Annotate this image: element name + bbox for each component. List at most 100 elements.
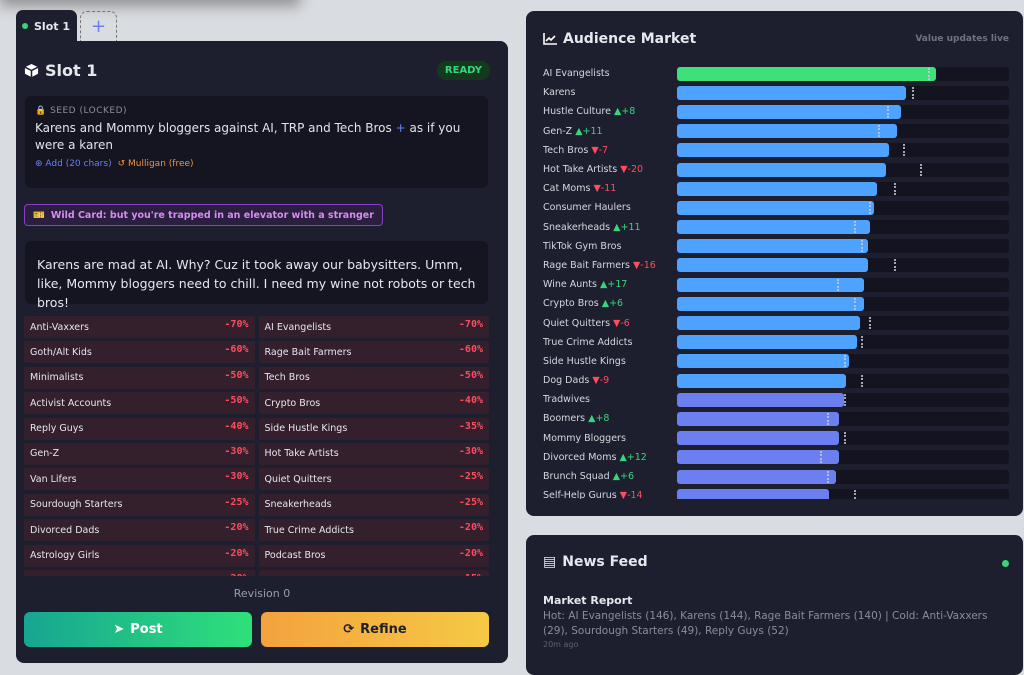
market-row[interactable]: Karens xyxy=(543,83,1009,102)
previous-value-marker xyxy=(893,259,896,272)
audience-name: Activist Accounts xyxy=(30,397,112,409)
value-bar xyxy=(677,220,870,235)
audience-name: Tech Bros xyxy=(543,144,589,156)
add-tab-button[interactable]: + xyxy=(80,11,117,41)
market-row[interactable]: Brunch Squad ▲+6 xyxy=(543,467,1009,486)
market-row-label: Tech Bros ▼-7 xyxy=(543,145,677,156)
reaction-percent: -40% xyxy=(224,420,249,432)
seed-text: Karens and Mommy bloggers against AI, TR… xyxy=(35,120,478,154)
market-row-label: Brunch Squad ▲+6 xyxy=(543,471,677,482)
reaction-percent: -70% xyxy=(458,319,483,330)
market-row-label: Wine Aunts ▲+17 xyxy=(543,279,677,290)
value-bar xyxy=(677,181,877,196)
reaction-percent: -30% xyxy=(224,471,249,483)
market-row[interactable]: Tech Bros ▼-7 xyxy=(543,141,1009,160)
delta-value: +11 xyxy=(620,221,641,233)
market-row[interactable]: Cat Moms ▼-11 xyxy=(543,179,1009,198)
delta-value: -20 xyxy=(627,164,644,176)
market-row[interactable]: Self-Help Gurus ▼-14 xyxy=(543,486,1009,499)
newspaper-icon: ▤ xyxy=(543,554,557,570)
delta-badge: ▲+11 xyxy=(613,221,641,233)
value-bar xyxy=(677,411,840,426)
mulligan-label: Mulligan (free) xyxy=(128,159,194,169)
value-bar xyxy=(677,143,890,158)
status-badge: READY xyxy=(436,61,490,80)
value-track xyxy=(677,488,1009,499)
value-bar xyxy=(677,354,850,369)
delta-badge: ▼-6 xyxy=(613,317,630,329)
value-bar xyxy=(677,66,936,81)
delta-value: -7 xyxy=(598,144,609,156)
market-row[interactable]: Divorced Moms ▲+12 xyxy=(543,448,1009,467)
audience-name: Crypto Bros xyxy=(264,397,321,409)
market-row[interactable]: Dog Dads ▼-9 xyxy=(543,371,1009,390)
market-row[interactable]: TikTok Gym Bros xyxy=(543,237,1009,256)
value-track xyxy=(677,392,1009,407)
value-track xyxy=(677,200,1009,215)
value-bar xyxy=(677,335,857,350)
seed-main: Karens and Mommy bloggers against AI, TR… xyxy=(35,121,392,135)
market-row[interactable]: Side Hustle Kings xyxy=(543,352,1009,371)
market-row[interactable]: True Crime Addicts xyxy=(543,333,1009,352)
reaction-cell: Anti-Vaxxers -70% xyxy=(24,316,255,338)
reaction-grid[interactable]: Anti-Vaxxers -70% AI Evangelists -70% Goth/A… xyxy=(24,316,489,576)
market-list[interactable]: AI Evangelists Karens Hustle Culture ▲+8… xyxy=(543,64,1009,499)
market-row[interactable]: Boomers ▲+8 xyxy=(543,409,1009,428)
market-row-label: AI Evangelists xyxy=(543,68,677,79)
delta-value: +17 xyxy=(607,279,628,291)
market-row[interactable]: Gen-Z ▲+11 xyxy=(543,122,1009,141)
value-bar xyxy=(677,488,830,499)
market-row[interactable]: Tradwives xyxy=(543,390,1009,409)
market-row[interactable]: Quiet Quitters ▼-6 xyxy=(543,313,1009,332)
value-track xyxy=(677,239,1009,254)
audience-name: Brunch Squad xyxy=(543,471,610,483)
audience-name: Podcast Bros xyxy=(264,550,326,562)
tab-slot-1[interactable]: Slot 1 xyxy=(16,10,77,42)
delta-badge: ▲+8 xyxy=(588,413,610,425)
reaction-cell: Rage Bait Farmers -60% xyxy=(258,341,489,364)
delta-value: +11 xyxy=(582,125,603,137)
audience-name: AI Evangelists xyxy=(264,321,332,333)
news-title: News Feed xyxy=(562,554,648,570)
previous-value-marker xyxy=(911,86,914,99)
previous-value-marker xyxy=(844,355,847,368)
audience-name: Rage Bait Farmers xyxy=(264,346,352,358)
market-row[interactable]: Hustle Culture ▲+8 xyxy=(543,102,1009,121)
audience-name: Tradwives xyxy=(543,394,590,406)
audience-name: True Crime Addicts xyxy=(543,336,633,348)
revision-label: Revision 0 xyxy=(233,587,291,600)
mulligan-button[interactable]: ↺ Mulligan (free) xyxy=(117,159,194,169)
tab-label: Slot 1 xyxy=(34,19,70,33)
market-row-label: Quiet Quitters ▼-6 xyxy=(543,318,677,329)
refine-button[interactable]: ⟳ Refine xyxy=(261,612,489,647)
value-track xyxy=(677,431,1009,446)
market-row[interactable]: Crypto Bros ▲+6 xyxy=(543,294,1009,313)
slot-title-text: Slot 1 xyxy=(45,61,98,80)
previous-value-marker xyxy=(860,336,863,349)
value-bar xyxy=(677,124,897,139)
market-row[interactable]: Wine Aunts ▲+17 xyxy=(543,275,1009,294)
delta-badge: ▼-14 xyxy=(620,490,643,499)
market-row-label: Dog Dads ▼-9 xyxy=(543,375,677,386)
add-chars-button[interactable]: ⊕ Add (20 chars) xyxy=(35,159,112,169)
value-track xyxy=(677,316,1009,331)
market-row[interactable]: Rage Bait Farmers ▼-16 xyxy=(543,256,1009,275)
audience-name: Gen-Z xyxy=(30,448,60,460)
reaction-cell: Podcast Bros -20% xyxy=(258,544,489,567)
reaction-percent: -30% xyxy=(458,445,483,457)
seed-label: 🔒 SEED (LOCKED) xyxy=(35,106,128,116)
market-row[interactable]: Consumer Haulers xyxy=(543,198,1009,217)
audience-name: Minimalists xyxy=(30,372,84,384)
market-row[interactable]: AI Evangelists xyxy=(543,64,1009,83)
delta-value: -6 xyxy=(620,317,630,329)
reaction-cell: Van Lifers -30% xyxy=(24,468,255,491)
market-row[interactable]: Mommy Bloggers xyxy=(543,429,1009,448)
market-row[interactable]: Sneakerheads ▲+11 xyxy=(543,218,1009,237)
post-button[interactable]: ➤ Post xyxy=(24,612,252,647)
previous-value-marker xyxy=(853,297,856,310)
value-track xyxy=(677,181,1009,196)
seed-box: 🔒 SEED (LOCKED) Karens and Mommy blogger… xyxy=(25,96,488,188)
reaction-percent: -25% xyxy=(458,496,483,508)
market-row[interactable]: Hot Take Artists ▼-20 xyxy=(543,160,1009,179)
previous-value-marker xyxy=(827,470,830,483)
